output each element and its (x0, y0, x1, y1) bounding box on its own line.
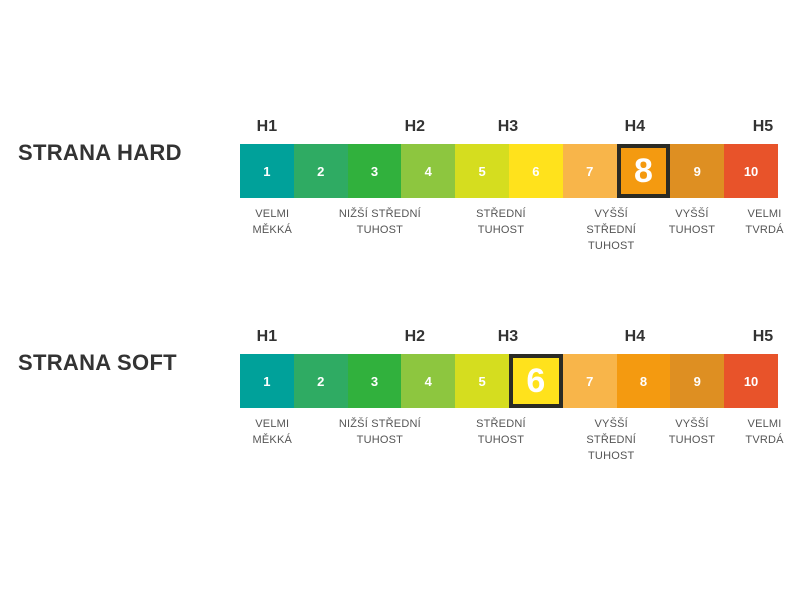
segment-number-6-soft: 6 (526, 362, 546, 400)
caption-row-soft: VELMI MĚKKÁ NIŽŠÍ STŘEDNÍ TUHOST STŘEDNÍ T… (240, 416, 784, 474)
h-label-h3-soft: H3 (497, 328, 519, 345)
segment-number-1-hard: 1 (263, 163, 271, 179)
caption-3-soft: VYŠŠÍ STŘEDNÍ TUHOST (586, 418, 637, 462)
caption-row-hard: VELMI MĚKKÁ NIŽŠÍ STŘEDNÍ TUHOST STŘEDNÍ T… (240, 206, 784, 264)
h-label-h5-soft: H5 (752, 328, 774, 345)
bar-segment-5-soft[interactable]: 5 (455, 354, 509, 408)
h-label-h1-soft: H1 (256, 328, 278, 345)
segment-number-7-hard: 7 (586, 163, 594, 179)
segment-number-3-hard: 3 (370, 163, 379, 179)
segment-number-9-soft: 9 (693, 373, 701, 389)
scale-title-hard: STRANA HARD (18, 140, 182, 165)
color-bar-soft: 1 2 3 4 5 6 7 8 9 10 (240, 354, 778, 408)
bar-segment-6-soft[interactable]: 6 (508, 354, 563, 408)
h-label-h3-hard: H3 (497, 118, 519, 135)
bar-segment-4-hard[interactable]: 4 (401, 144, 456, 198)
h-label-h4-hard: H4 (624, 118, 646, 135)
bar-segment-6-hard[interactable]: 6 (508, 144, 563, 198)
bar-segment-2-soft[interactable]: 2 (293, 354, 348, 408)
caption-1-soft: NIŽŠÍ STŘEDNÍ TUHOST (338, 418, 421, 446)
bar-segment-5-hard[interactable]: 5 (455, 144, 509, 198)
segment-number-9-hard: 9 (693, 163, 701, 179)
bar-segment-8-hard[interactable]: 8 (616, 144, 671, 198)
segment-number-3-soft: 3 (370, 373, 379, 389)
bar-segment-3-soft[interactable]: 3 (347, 354, 402, 408)
h-label-h1-hard: H1 (256, 118, 278, 135)
caption-0-hard: VELMI MĚKKÁ (252, 208, 293, 236)
scale-area-hard: H1 H2 H3 H4 H5 1 2 3 4 5 6 7 8 9 10 VELMI MĚKKÁ NIŽŠÍ … (240, 118, 784, 264)
bar-segment-10-soft[interactable]: 10 (724, 354, 778, 408)
bar-segment-3-hard[interactable]: 3 (347, 144, 402, 198)
caption-0-soft: VELMI MĚKKÁ (252, 418, 293, 446)
bar-segment-8-soft[interactable]: 8 (616, 354, 671, 408)
scale-area-soft: H1 H2 H3 H4 H5 1 2 3 4 5 6 7 8 9 10 VELMI MĚKKÁ NIŽŠÍ … (240, 328, 784, 474)
caption-3-hard: VYŠŠÍ STŘEDNÍ TUHOST (586, 208, 637, 252)
h-label-h5-hard: H5 (752, 118, 774, 135)
color-bar-hard: 1 2 3 4 5 6 7 8 9 10 (240, 144, 778, 198)
bar-segment-7-soft[interactable]: 7 (562, 354, 617, 408)
caption-5-hard: VELMI TVRDÁ (745, 208, 784, 236)
h-label-h4-soft: H4 (624, 328, 646, 345)
caption-2-soft: STŘEDNÍ TUHOST (476, 418, 526, 446)
bar-segment-4-soft[interactable]: 4 (401, 354, 456, 408)
bar-segment-1-soft[interactable]: 1 (240, 354, 294, 408)
caption-5-soft: VELMI TVRDÁ (745, 418, 784, 446)
scale-title-soft: STRANA SOFT (18, 350, 177, 375)
h-label-h2-hard: H2 (404, 118, 426, 135)
caption-4-soft: VYŠŠÍ TUHOST (668, 418, 716, 446)
caption-1-hard: NIŽŠÍ STŘEDNÍ TUHOST (338, 208, 421, 236)
segment-number-5-soft: 5 (478, 373, 486, 389)
caption-2-hard: STŘEDNÍ TUHOST (476, 208, 526, 236)
segment-number-2-soft: 2 (317, 373, 325, 389)
segment-number-10-hard: 10 (743, 163, 759, 179)
segment-number-8-hard: 8 (634, 152, 653, 190)
bar-segment-7-hard[interactable]: 7 (562, 144, 617, 198)
bar-segment-1-hard[interactable]: 1 (240, 144, 294, 198)
segment-number-4-hard: 4 (424, 163, 432, 179)
caption-4-hard: VYŠŠÍ TUHOST (668, 208, 716, 236)
bar-segment-2-hard[interactable]: 2 (293, 144, 348, 198)
bar-segment-9-hard[interactable]: 9 (670, 144, 725, 198)
segment-number-1-soft: 1 (263, 373, 271, 389)
segment-number-8-soft: 8 (639, 373, 648, 389)
segment-number-10-soft: 10 (743, 373, 759, 389)
segment-number-6-hard: 6 (532, 163, 540, 179)
segment-number-4-soft: 4 (424, 373, 432, 389)
h-label-row-soft: H1 H2 H3 H4 H5 (240, 328, 778, 354)
segment-number-7-soft: 7 (586, 373, 594, 389)
segment-number-5-hard: 5 (478, 163, 486, 179)
bar-segment-10-hard[interactable]: 10 (724, 144, 778, 198)
h-label-h2-soft: H2 (404, 328, 426, 345)
segment-number-2-hard: 2 (317, 163, 325, 179)
h-label-row-hard: H1 H2 H3 H4 H5 (240, 118, 778, 144)
bar-segment-9-soft[interactable]: 9 (670, 354, 725, 408)
